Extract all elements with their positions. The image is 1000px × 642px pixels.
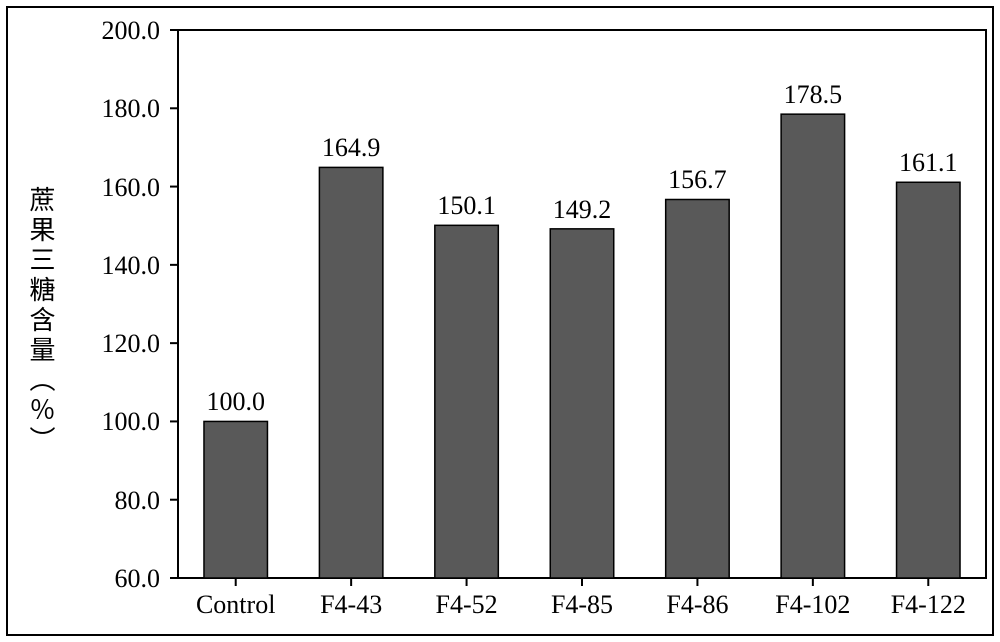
x-tick-label: Control <box>176 590 296 620</box>
bar-value-label: 164.9 <box>301 133 401 163</box>
y-tick-label: 60.0 <box>115 564 161 594</box>
y-tick-label: 80.0 <box>115 486 161 516</box>
x-tick-label: F4-102 <box>753 590 873 620</box>
y-tick-label: 160.0 <box>102 173 161 203</box>
y-tick-label: 120.0 <box>102 329 161 359</box>
y-tick-label: 140.0 <box>102 251 161 281</box>
y-tick-label: 180.0 <box>102 94 161 124</box>
bar-value-label: 178.5 <box>763 80 863 110</box>
x-tick-label: F4-85 <box>522 590 642 620</box>
y-tick-label: 100.0 <box>102 407 161 437</box>
bar-value-label: 156.7 <box>647 165 747 195</box>
bar-value-label: 161.1 <box>878 148 978 178</box>
x-tick-label: F4-52 <box>407 590 527 620</box>
bar-value-label: 150.1 <box>417 191 517 221</box>
chart-frame: 蔗果三糖含量（％） 60.080.0100.0120.0140.0160.018… <box>6 6 994 636</box>
bar-value-label: 149.2 <box>532 195 632 225</box>
x-tick-label: F4-86 <box>637 590 757 620</box>
bar-value-label: 100.0 <box>186 387 286 417</box>
x-tick-label: F4-43 <box>291 590 411 620</box>
x-tick-label: F4-122 <box>868 590 988 620</box>
y-tick-label: 200.0 <box>102 16 161 46</box>
